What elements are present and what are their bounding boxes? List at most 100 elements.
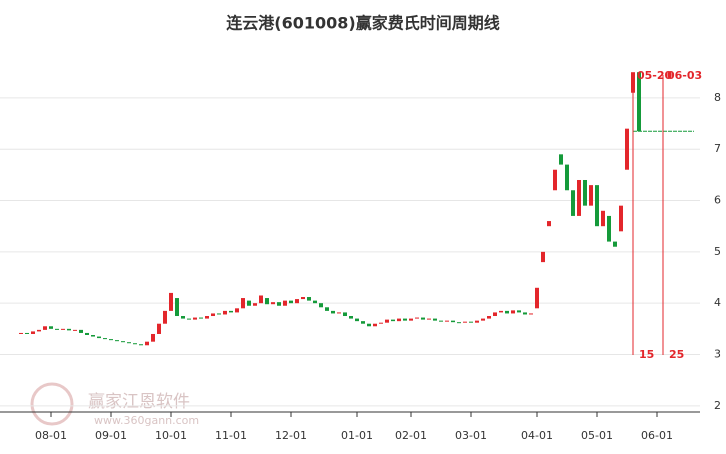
y-tick-label: 4 (714, 296, 721, 309)
cycle-date: 06-03 (667, 69, 702, 82)
candle (463, 321, 467, 323)
candle (301, 297, 305, 300)
candle (247, 300, 251, 306)
candle (319, 303, 323, 308)
candle (343, 312, 347, 317)
candle (127, 342, 131, 344)
candle (439, 320, 443, 322)
candle (589, 185, 593, 206)
candle (469, 321, 473, 323)
candle (613, 241, 617, 247)
candle (229, 310, 233, 313)
candle (553, 169, 557, 191)
candle (385, 319, 389, 323)
y-tick-label: 8 (714, 91, 721, 104)
cycle-date: 05-20 (637, 69, 673, 82)
y-tick-label: 6 (714, 194, 721, 207)
candle (145, 341, 149, 346)
candle (211, 313, 215, 317)
candle (169, 292, 173, 311)
candle (619, 205, 623, 232)
y-tick-label: 2 (714, 399, 721, 412)
candle (493, 312, 497, 317)
x-tick-label: 03-01 (455, 429, 487, 442)
candle (181, 316, 185, 319)
x-tick-label: 05-01 (581, 429, 613, 442)
candle (313, 300, 317, 304)
candle (421, 317, 425, 320)
candle (523, 312, 527, 315)
candle (481, 318, 485, 321)
candle (379, 322, 383, 324)
candle (289, 300, 293, 304)
candle (337, 312, 341, 314)
candle (223, 310, 227, 315)
candle (577, 179, 581, 216)
candle (511, 310, 515, 314)
cycle-count: 15 (639, 348, 654, 361)
candle (271, 302, 275, 305)
candle (241, 298, 245, 309)
candle (451, 320, 455, 323)
x-tick-label: 04-01 (521, 429, 553, 442)
cycle-count: 25 (669, 348, 684, 361)
candle (499, 310, 503, 313)
candle (361, 321, 365, 324)
candle (457, 322, 461, 324)
candle (415, 317, 419, 319)
x-tick-label: 08-01 (35, 429, 67, 442)
candle (205, 316, 209, 319)
candle (325, 307, 329, 311)
candle (187, 318, 191, 320)
candle (37, 329, 41, 332)
candle (637, 72, 641, 132)
candle (109, 339, 113, 341)
candle (433, 318, 437, 321)
candle (295, 299, 299, 304)
candle (535, 287, 539, 309)
candle (625, 128, 629, 170)
candle (157, 323, 161, 334)
candle (367, 323, 371, 327)
candle (571, 190, 575, 216)
candle (199, 317, 203, 319)
candle (397, 318, 401, 322)
candle (541, 251, 545, 263)
candle (55, 328, 59, 330)
candle (331, 310, 335, 314)
candle (505, 310, 509, 314)
x-tick-label: 06-01 (641, 429, 673, 442)
candle (121, 341, 125, 343)
candle (601, 210, 605, 227)
candle (259, 295, 263, 304)
candle (193, 317, 197, 320)
candle (49, 326, 53, 329)
y-tick-label: 7 (714, 142, 721, 155)
candle (265, 298, 269, 305)
candle (307, 297, 311, 301)
candle (529, 313, 533, 315)
candle (253, 303, 257, 306)
candle (151, 333, 155, 342)
candle (85, 332, 89, 336)
candle (607, 215, 611, 242)
candle (487, 316, 491, 319)
y-tick-label: 3 (714, 348, 721, 361)
candle (61, 328, 65, 330)
chart-title: 连云港(601008)赢家费氏时间周期线 (226, 14, 499, 33)
candle (67, 328, 71, 331)
candle (403, 318, 407, 321)
candle (595, 185, 599, 227)
candle (517, 310, 521, 313)
candle (427, 318, 431, 320)
candle (25, 332, 29, 334)
candle (583, 179, 587, 206)
candle (349, 316, 353, 319)
candle (475, 320, 479, 323)
x-tick-label: 01-01 (341, 429, 373, 442)
candle (547, 221, 551, 227)
candle (355, 318, 359, 322)
candle (73, 329, 77, 331)
x-tick-label: 12-01 (275, 429, 307, 442)
